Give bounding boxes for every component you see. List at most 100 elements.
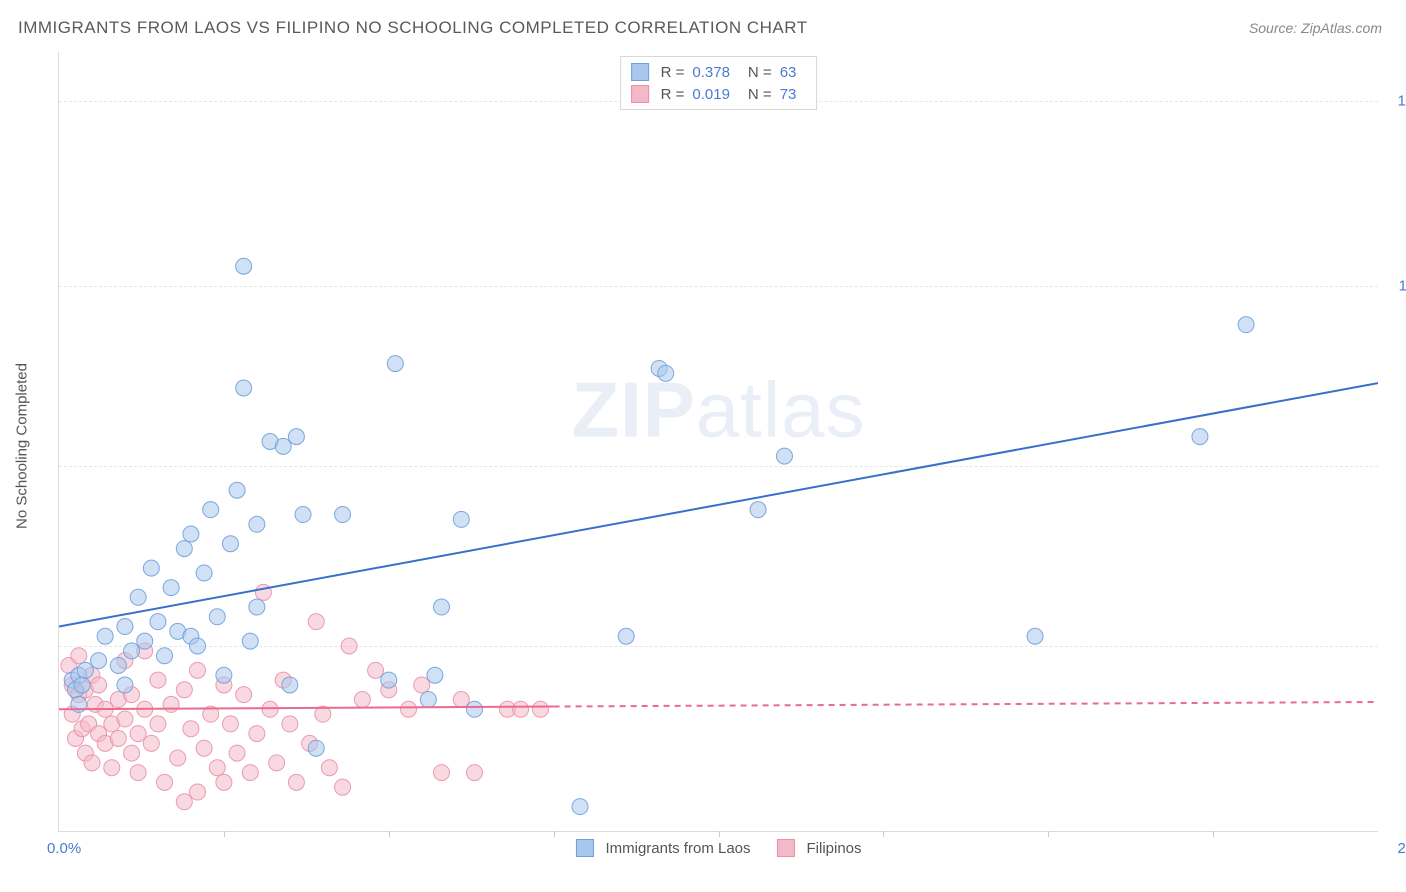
data-point (434, 765, 450, 781)
data-point (189, 784, 205, 800)
data-point (249, 726, 265, 742)
data-point (295, 507, 311, 523)
swatch-filipinos (631, 85, 649, 103)
data-point (157, 774, 173, 790)
n-label: N = (748, 86, 772, 103)
x-tick (389, 831, 390, 837)
data-point (150, 614, 166, 630)
data-point (249, 599, 265, 615)
data-point (196, 565, 212, 581)
data-point (354, 692, 370, 708)
x-tick (1048, 831, 1049, 837)
data-point (242, 765, 258, 781)
legend-series: Immigrants from Laos Filipinos (575, 839, 861, 857)
data-point (1027, 628, 1043, 644)
data-point (401, 701, 417, 717)
data-point (532, 701, 548, 717)
data-point (434, 599, 450, 615)
legend-label-laos: Immigrants from Laos (605, 840, 750, 857)
data-point (163, 696, 179, 712)
data-point (222, 716, 238, 732)
chart-title: IMMIGRANTS FROM LAOS VS FILIPINO NO SCHO… (18, 18, 808, 38)
chart-container: IMMIGRANTS FROM LAOS VS FILIPINO NO SCHO… (0, 0, 1406, 892)
data-point (124, 745, 140, 761)
data-point (104, 760, 120, 776)
legend-item-laos: Immigrants from Laos (575, 839, 750, 857)
data-point (176, 682, 192, 698)
legend-label-filipinos: Filipinos (807, 840, 862, 857)
x-tick (554, 831, 555, 837)
data-point (513, 701, 529, 717)
data-point (91, 653, 107, 669)
data-point (84, 755, 100, 771)
data-point (776, 448, 792, 464)
x-origin-label: 0.0% (47, 840, 81, 857)
data-point (216, 774, 232, 790)
data-point (209, 760, 225, 776)
data-point (275, 438, 291, 454)
legend-row-laos: R = 0.378 N = 63 (631, 61, 807, 83)
data-point (74, 677, 90, 693)
data-point (658, 365, 674, 381)
x-tick (883, 831, 884, 837)
data-point (176, 541, 192, 557)
data-point (130, 726, 146, 742)
data-point (189, 638, 205, 654)
data-point (242, 633, 258, 649)
data-point (137, 633, 153, 649)
data-point (203, 502, 219, 518)
data-point (170, 750, 186, 766)
data-point (110, 657, 126, 673)
data-point (130, 589, 146, 605)
n-value-laos: 63 (780, 64, 797, 81)
swatch-laos (631, 63, 649, 81)
data-point (335, 507, 351, 523)
data-point (269, 755, 285, 771)
data-point (163, 580, 179, 596)
data-point (414, 677, 430, 693)
data-point (1192, 429, 1208, 445)
data-point (71, 648, 87, 664)
data-point (124, 643, 140, 659)
data-point (453, 511, 469, 527)
y-tick-label: 15.0% (1384, 92, 1406, 109)
y-tick-label: 11.2% (1384, 277, 1406, 294)
n-value-filipinos: 73 (780, 86, 797, 103)
y-axis-label: No Schooling Completed (14, 363, 31, 529)
n-label: N = (748, 64, 772, 81)
y-tick-label: 3.8% (1384, 637, 1406, 654)
plot-area: ZIPatlas R = 0.378 N = 63 R = 0.019 N = … (58, 52, 1378, 832)
legend-correlation-stats: R = 0.378 N = 63 R = 0.019 N = 73 (620, 56, 818, 110)
data-point (618, 628, 634, 644)
regression-line (554, 702, 1378, 707)
data-point (222, 536, 238, 552)
swatch-laos (575, 839, 593, 857)
data-point (110, 730, 126, 746)
data-point (308, 614, 324, 630)
data-point (282, 677, 298, 693)
data-point (209, 609, 225, 625)
data-point (229, 745, 245, 761)
data-point (308, 740, 324, 756)
data-point (750, 502, 766, 518)
data-point (288, 774, 304, 790)
x-tick (1213, 831, 1214, 837)
x-tick (224, 831, 225, 837)
data-point (381, 672, 397, 688)
data-point (143, 735, 159, 751)
data-point (117, 619, 133, 635)
data-point (427, 667, 443, 683)
legend-item-filipinos: Filipinos (777, 839, 862, 857)
data-point (97, 628, 113, 644)
data-point (157, 648, 173, 664)
data-point (236, 380, 252, 396)
source-attribution: Source: ZipAtlas.com (1249, 20, 1382, 36)
r-label: R = (661, 64, 685, 81)
data-point (229, 482, 245, 498)
data-point (150, 716, 166, 732)
r-value-laos: 0.378 (692, 64, 730, 81)
y-tick-label: 7.5% (1384, 457, 1406, 474)
data-point (176, 794, 192, 810)
data-point (420, 692, 436, 708)
data-point (130, 765, 146, 781)
